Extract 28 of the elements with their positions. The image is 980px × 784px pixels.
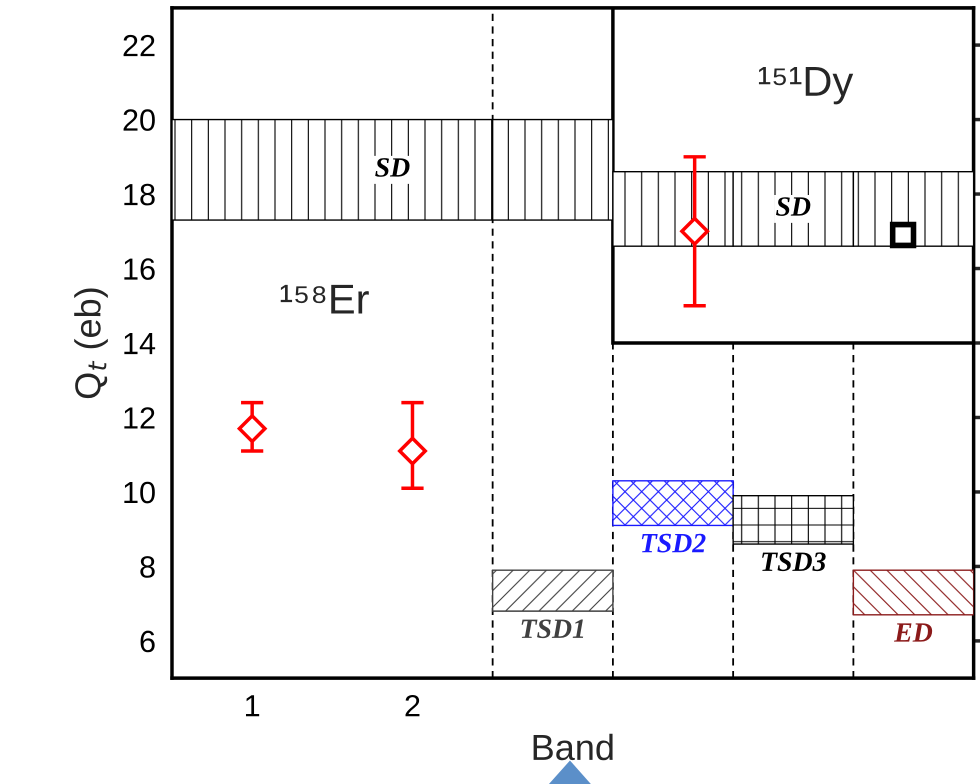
y-tick-label: 18 [124,184,155,206]
series-label: SD [375,158,410,177]
point [238,414,267,444]
bar [852,569,974,616]
y-tick-label: 12 [124,407,154,429]
point [890,222,916,248]
x-tick-label: 2 [406,694,420,716]
point [680,216,710,246]
series-label: TSD1 [522,619,584,638]
y-axis-title: Q$_{t}$ (eb) [74,288,108,398]
y-tick-label: 16 [124,258,155,280]
bar [492,569,614,612]
annotation: ¹⁵⁸Er [280,284,369,314]
y-tick-label: 20 [124,109,155,131]
x-axis-title: Band [534,734,613,760]
bar [612,480,734,526]
y-tick-label: 14 [124,333,156,354]
series-label: TSD3 [762,552,826,572]
point [398,436,427,466]
y-tick-label: 10 [124,482,155,504]
x-tick-label: 1 [246,695,260,716]
series-label: ED [894,623,932,642]
series-label: SD [776,197,810,216]
y-tick-label: 8 [140,556,155,578]
y-tick-label: 6 [140,630,155,652]
annotation: ¹⁵¹Dy [758,67,854,104]
series-label: TSD2 [642,534,706,552]
y-tick-label: 22 [124,34,154,56]
